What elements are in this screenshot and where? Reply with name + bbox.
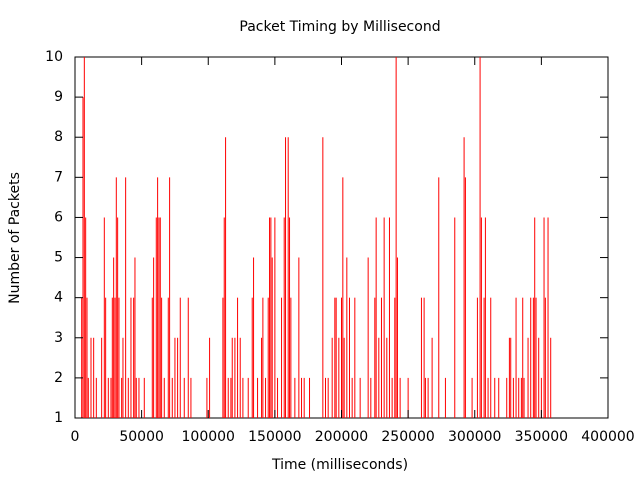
x-tick-label: 200000 [315, 429, 368, 445]
chart-title: Packet Timing by Millisecond [239, 19, 440, 35]
y-tick-label: 10 [45, 49, 63, 65]
y-tick-label: 9 [54, 89, 63, 105]
x-tick-label: 300000 [448, 429, 501, 445]
x-tick-label: 100000 [182, 429, 235, 445]
y-tick-label: 4 [54, 290, 63, 306]
x-tick-label: 400000 [581, 429, 634, 445]
x-tick-label: 250000 [381, 429, 434, 445]
y-tick-label: 8 [54, 129, 63, 145]
y-tick-label: 1 [54, 410, 63, 426]
x-axis-label: Time (milliseconds) [271, 457, 408, 473]
x-tick-label: 50000 [119, 429, 164, 445]
x-tick-label: 0 [71, 429, 80, 445]
y-axis-label: Number of Packets [7, 172, 23, 304]
y-tick-label: 6 [54, 209, 63, 225]
y-tick-label: 3 [54, 330, 63, 346]
y-tick-label: 7 [54, 169, 63, 185]
y-tick-label: 5 [54, 250, 63, 266]
y-tick-label: 2 [54, 370, 63, 386]
x-tick-label: 150000 [248, 429, 301, 445]
x-tick-label: 350000 [515, 429, 568, 445]
